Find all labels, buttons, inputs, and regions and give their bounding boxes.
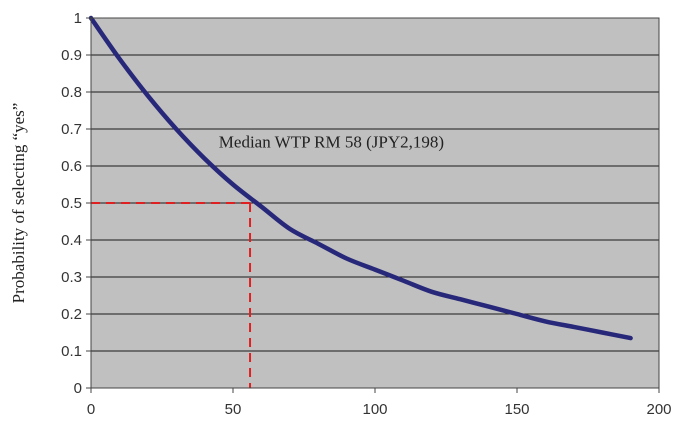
y-axis-ticks: 0 0.1 0.2 0.3 0.4 0.5 0.6 0.7 0.8 0.9 1 (61, 10, 91, 397)
x-tick-label-4: 200 (646, 401, 671, 418)
y-tick-label-10: 1 (74, 10, 82, 27)
x-tick-label-1: 50 (225, 401, 242, 418)
median-annotation: Median WTP RM 58 (JPY2,198) (219, 133, 444, 152)
median-reference-lines (91, 202, 252, 388)
x-axis-ticks: 0 50 100 150 200 (87, 388, 672, 418)
y-tick-label-8: 0.8 (61, 84, 82, 101)
x-tick-label-3: 150 (504, 401, 529, 418)
series-layer (88, 15, 633, 341)
series-line-0 (88, 15, 633, 341)
y-tick-label-2: 0.2 (61, 306, 82, 323)
y-tick-label-3: 0.3 (61, 269, 82, 286)
y-tick-label-7: 0.7 (61, 121, 82, 138)
y-axis-label: Probability of selecting “yes” (9, 103, 28, 304)
y-tick-label-6: 0.6 (61, 158, 82, 175)
y-tick-label-9: 0.9 (61, 47, 82, 64)
x-tick-label-2: 100 (362, 401, 387, 418)
x-tick-label-0: 0 (87, 401, 95, 418)
y-tick-label-0: 0 (74, 380, 82, 397)
y-tick-label-5: 0.5 (61, 195, 82, 212)
y-tick-label-4: 0.4 (61, 232, 82, 249)
y-tick-label-1: 0.1 (61, 343, 82, 360)
